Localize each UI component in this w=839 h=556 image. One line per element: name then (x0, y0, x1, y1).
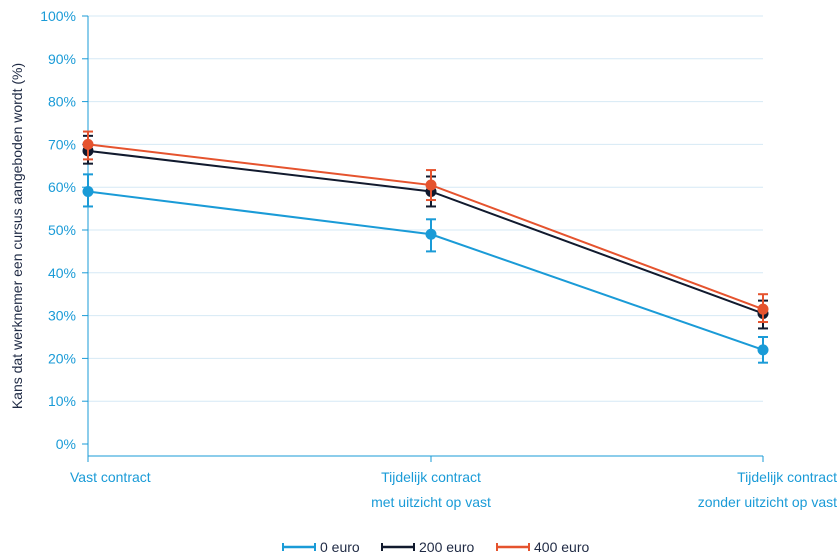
x-tick-label-line: Vast contract (70, 469, 151, 485)
x-axis-ticks: Vast contract Tijdelijk contract met uitzi… (70, 456, 837, 510)
y-tick-label: 80% (48, 94, 76, 110)
axes (88, 16, 763, 456)
data-point (426, 229, 437, 240)
gridlines (88, 16, 763, 401)
y-axis-title: Kans dat werknemer een cursus aangeboden… (9, 63, 25, 409)
legend-item-0: 0 euro (283, 539, 360, 555)
series-group (83, 132, 769, 363)
x-tick-label: Tijdelijk contract zonder uitzicht op vas… (698, 469, 837, 510)
legend: 0 euro 200 euro 400 euro (283, 539, 589, 555)
x-tick-label-line: met uitzicht op vast (371, 494, 491, 510)
y-tick-label: 30% (48, 308, 76, 324)
y-axis-ticks: 0% 10% 20% 30% 40% 50% 60% 70% 80% 90% 100% (40, 8, 88, 452)
y-tick-label: 40% (48, 265, 76, 281)
series-1 (83, 136, 769, 329)
y-tick-label: 90% (48, 51, 76, 67)
y-tick-label: 70% (48, 136, 76, 152)
x-tick-label-line: Tijdelijk contract (381, 469, 481, 485)
y-tick-label: 10% (48, 393, 76, 409)
data-point (83, 186, 94, 197)
y-tick-label: 0% (56, 436, 76, 452)
y-tick-label: 100% (40, 8, 76, 24)
data-point (83, 139, 94, 150)
y-tick-label: 60% (48, 179, 76, 195)
series-line (88, 151, 763, 314)
data-point (426, 180, 437, 191)
series-2 (83, 132, 769, 322)
legend-item-1: 200 euro (382, 539, 474, 555)
series-0 (83, 174, 769, 362)
legend-label: 200 euro (419, 539, 474, 555)
data-point (758, 344, 769, 355)
x-tick-label-line: zonder uitzicht op vast (698, 494, 837, 510)
y-tick-label: 50% (48, 222, 76, 238)
legend-item-2: 400 euro (497, 539, 589, 555)
x-tick-label-line: Tijdelijk contract (737, 469, 837, 485)
y-tick-label: 20% (48, 350, 76, 366)
series-line (88, 144, 763, 309)
legend-label: 0 euro (320, 539, 360, 555)
data-point (758, 304, 769, 315)
x-tick-label: Vast contract (70, 469, 151, 485)
x-tick-label: Tijdelijk contract met uitzicht op vast (371, 469, 491, 510)
legend-label: 400 euro (534, 539, 589, 555)
